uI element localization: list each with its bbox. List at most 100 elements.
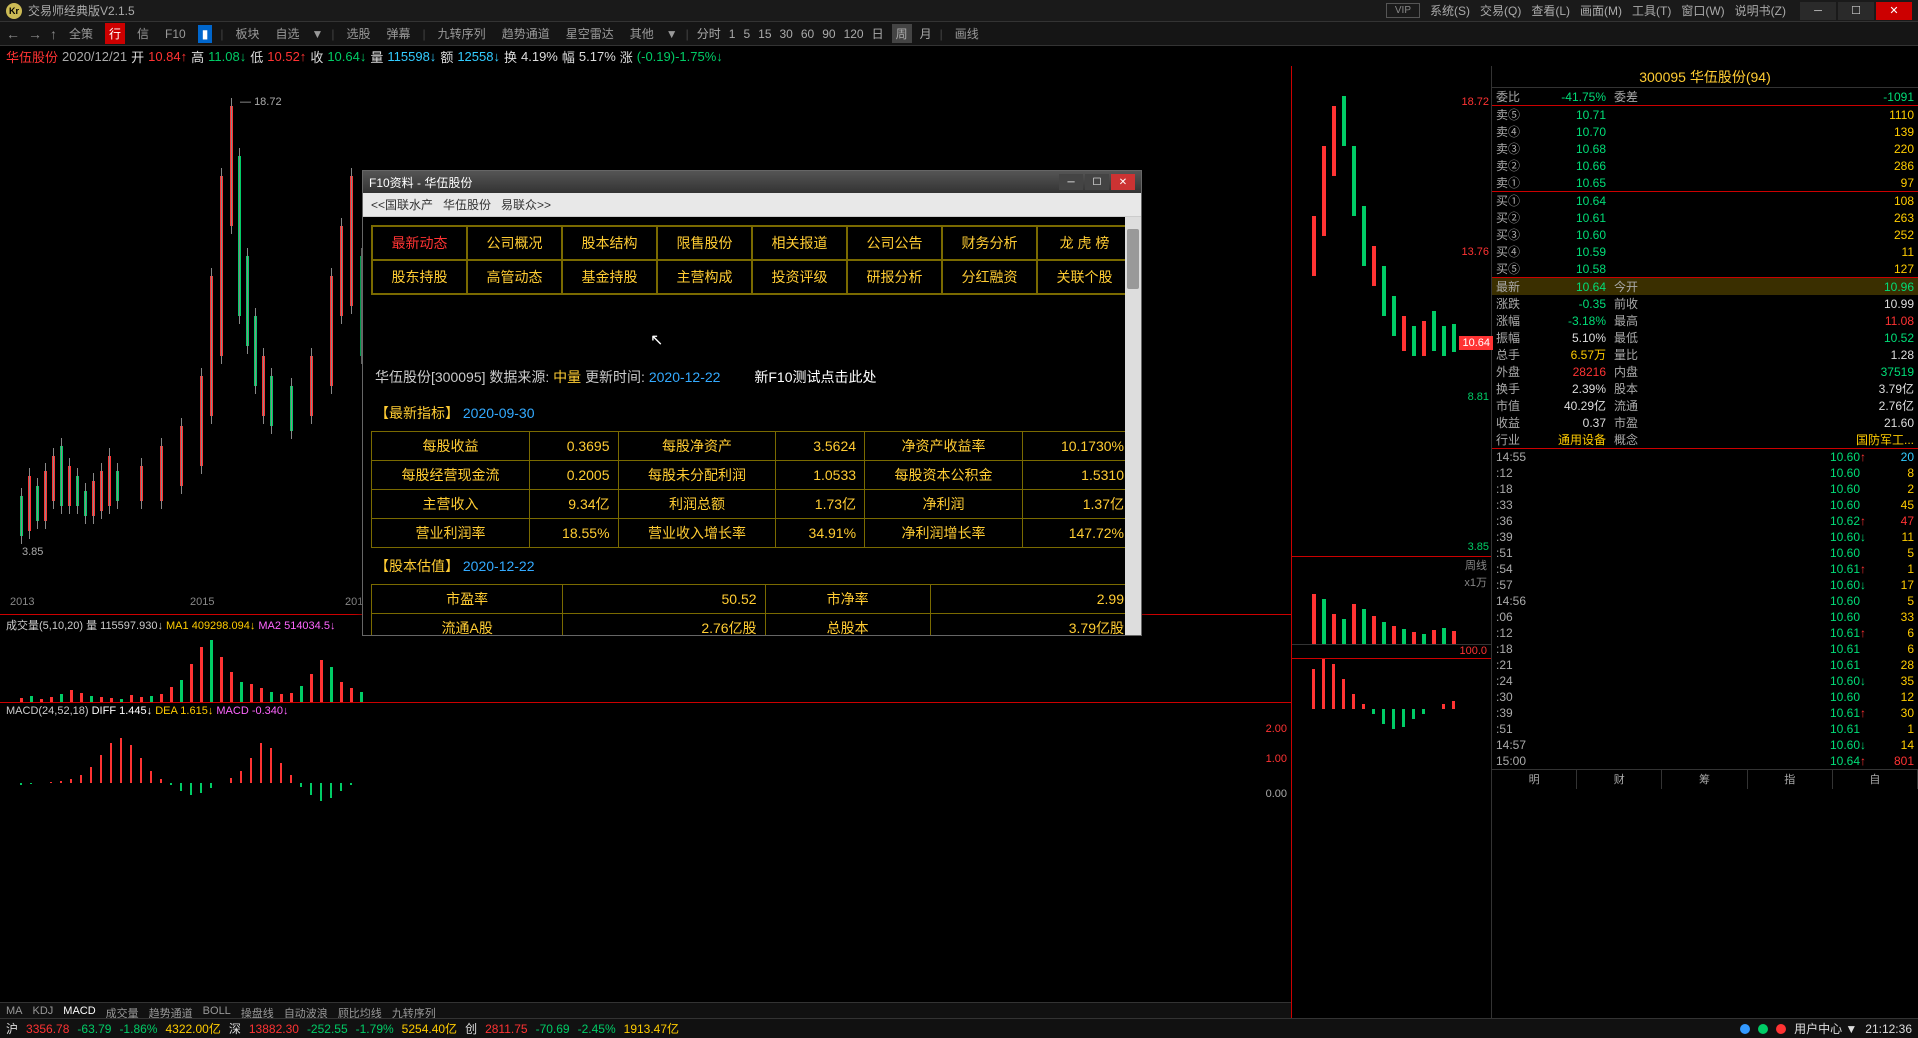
status-dot-1	[1740, 1024, 1750, 1034]
tb-nine[interactable]: 九转序列	[434, 24, 490, 43]
f10-tab[interactable]: 龙 虎 榜	[1037, 226, 1132, 260]
tb-f10[interactable]: F10	[161, 26, 190, 42]
period-1[interactable]: 1	[729, 27, 736, 41]
f10-cell: 主营收入	[372, 490, 530, 519]
quote-title: 300095 华伍股份(94)	[1492, 66, 1918, 88]
tb-pick[interactable]: 选股	[343, 24, 375, 43]
f10-tab[interactable]: 高管动态	[467, 260, 562, 294]
menu-window[interactable]: 窗口(W)	[1681, 2, 1724, 19]
period-d[interactable]: 日	[872, 25, 884, 42]
f10-tab-grid: 最新动态公司概况股本结构限售股份相关报道公司公告财务分析龙 虎 榜股东持股高管动…	[371, 225, 1133, 295]
tick-row: :2410.60↓35	[1492, 673, 1918, 689]
period-15[interactable]: 15	[758, 27, 771, 41]
f10-tab[interactable]: 公司公告	[847, 226, 942, 260]
menu-tools[interactable]: 工具(T)	[1632, 2, 1671, 19]
f10-min-button[interactable]: ─	[1059, 174, 1083, 190]
minimize-button[interactable]: ─	[1800, 2, 1836, 20]
tick-row: :2110.6128	[1492, 657, 1918, 673]
period-rt[interactable]: 分时	[697, 25, 721, 42]
f10-cell: 总股本	[765, 614, 930, 636]
tb-sector[interactable]: 板块	[231, 24, 263, 43]
tb-other[interactable]: 其他	[626, 24, 658, 43]
tb-icon[interactable]: ▮	[198, 25, 213, 43]
f10-tab[interactable]: 股本结构	[562, 226, 657, 260]
f10-table-2: 市盈率50.52市净率2.99流通A股2.76亿股总股本3.79亿股	[371, 584, 1133, 635]
macd-panel[interactable]: MACD(24,52,18) DIFF 1.445↓ DEA 1.615↓ MA…	[0, 702, 1291, 822]
quote-btab[interactable]: 筹	[1662, 770, 1747, 789]
f10-cell: 流通A股	[372, 614, 563, 636]
f10-scrollbar[interactable]	[1125, 217, 1141, 635]
period-m[interactable]: 月	[920, 25, 932, 42]
f10-tab[interactable]: 最新动态	[372, 226, 467, 260]
f10-nav-prev[interactable]: <<国联水产	[371, 196, 433, 213]
quote-btab[interactable]: 自	[1833, 770, 1918, 789]
right-mini-chart[interactable]: 18.7213.7610.648.813.85 周线 x1万 100.0	[1292, 66, 1492, 1022]
f10-tab[interactable]: 限售股份	[657, 226, 752, 260]
period-30[interactable]: 30	[780, 27, 793, 41]
f10-tab[interactable]: 主营构成	[657, 260, 752, 294]
f10-new-link[interactable]: 新F10测试点击此处	[754, 369, 876, 385]
f10-nav-curr[interactable]: 华伍股份	[443, 196, 491, 213]
f10-cell: 10.1730%	[1022, 432, 1132, 461]
f10-tab[interactable]: 基金持股	[562, 260, 657, 294]
f10-tab[interactable]: 财务分析	[942, 226, 1037, 260]
macd-label: MACD(24,52,18) DIFF 1.445↓ DEA 1.615↓ MA…	[0, 703, 1291, 719]
menu-system[interactable]: 系统(S)	[1430, 2, 1470, 19]
period-90[interactable]: 90	[822, 27, 835, 41]
period-w[interactable]: 周	[892, 24, 912, 43]
tick-row: 15:0010.64↑801	[1492, 753, 1918, 769]
f10-tab[interactable]: 股东持股	[372, 260, 467, 294]
quote-btab[interactable]: 财	[1577, 770, 1662, 789]
quote-row: 换手2.39%股本3.79亿	[1492, 380, 1918, 397]
nav-fwd-icon[interactable]: →	[28, 26, 42, 42]
tb-allstrat[interactable]: 全策	[65, 24, 97, 43]
tb-xin[interactable]: 信	[133, 24, 153, 43]
f10-tab[interactable]: 研报分析	[847, 260, 942, 294]
maximize-button[interactable]: ☐	[1838, 2, 1874, 20]
f10-titlebar[interactable]: F10资料 - 华伍股份 ─ ☐ ✕	[363, 171, 1141, 193]
period-60[interactable]: 60	[801, 27, 814, 41]
f10-max-button[interactable]: ☐	[1085, 174, 1109, 190]
nav-back-icon[interactable]: ←	[6, 26, 20, 42]
f10-cell: 1.73亿	[776, 490, 865, 519]
status-dot-2	[1758, 1024, 1768, 1034]
period-5[interactable]: 5	[743, 27, 750, 41]
f10-tab[interactable]: 关联个股	[1037, 260, 1132, 294]
tick-list[interactable]: 14:5510.60↑20:1210.608:1810.602:3310.604…	[1492, 448, 1918, 769]
quote-btab[interactable]: 明	[1492, 770, 1577, 789]
mini-period-label: 周线	[1292, 556, 1491, 574]
tb-draw[interactable]: 画线	[951, 24, 983, 43]
quote-btab[interactable]: 指	[1748, 770, 1833, 789]
menu-screen[interactable]: 画面(M)	[1580, 2, 1622, 19]
f10-close-button[interactable]: ✕	[1111, 174, 1135, 190]
f10-cell: 营业利润率	[372, 519, 530, 548]
menu-view[interactable]: 查看(L)	[1531, 2, 1570, 19]
menu-help[interactable]: 说明书(Z)	[1735, 2, 1786, 19]
tb-dd1[interactable]: ▼	[312, 27, 324, 41]
quote-row: 买⑤10.58127	[1492, 260, 1918, 277]
menu-trade[interactable]: 交易(Q)	[1480, 2, 1521, 19]
tb-optional[interactable]: 自选	[271, 24, 303, 43]
tb-dd2[interactable]: ▼	[666, 27, 678, 41]
tb-trend[interactable]: 趋势通道	[498, 24, 554, 43]
user-center[interactable]: 用户中心 ▼	[1794, 1020, 1857, 1037]
f10-cell: 净利润	[865, 490, 1023, 519]
stock-date: 2020/12/21	[62, 49, 127, 64]
tb-danmu[interactable]: 弹幕	[383, 24, 415, 43]
tb-radar[interactable]: 星空雷达	[562, 24, 618, 43]
tick-row: :5710.60↓17	[1492, 577, 1918, 593]
f10-tab[interactable]: 公司概况	[467, 226, 562, 260]
f10-nav-next[interactable]: 易联众>>	[501, 196, 551, 213]
f10-tab[interactable]: 投资评级	[752, 260, 847, 294]
period-120[interactable]: 120	[844, 27, 864, 41]
f10-body[interactable]: 最新动态公司概况股本结构限售股份相关报道公司公告财务分析龙 虎 榜股东持股高管动…	[363, 217, 1141, 635]
clock: 21:12:36	[1865, 1022, 1912, 1036]
quote-row: 卖①10.6597	[1492, 174, 1918, 191]
f10-tab[interactable]: 分红融资	[942, 260, 1037, 294]
nav-up-icon[interactable]: ↑	[50, 26, 57, 42]
f10-tab[interactable]: 相关报道	[752, 226, 847, 260]
close-button[interactable]: ✕	[1876, 2, 1912, 20]
vip-badge[interactable]: VIP	[1386, 3, 1420, 18]
f10-scroll-thumb[interactable]	[1127, 229, 1139, 289]
tb-hang[interactable]: 行	[105, 23, 125, 44]
